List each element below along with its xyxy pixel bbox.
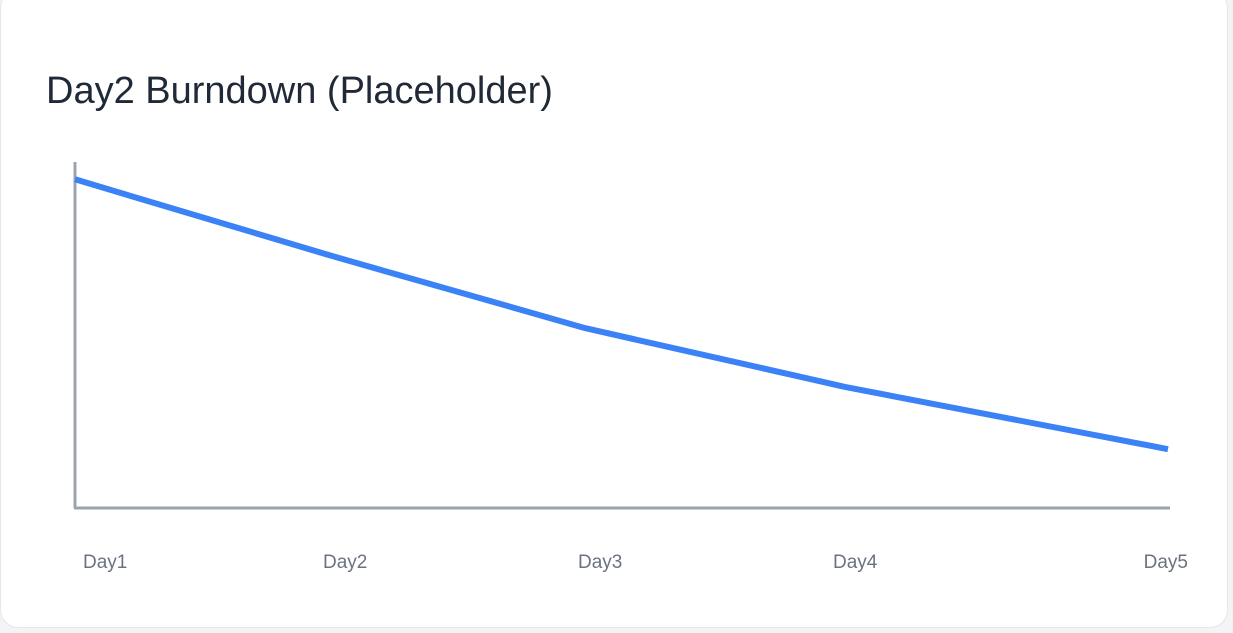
chart-title: Day2 Burndown (Placeholder): [46, 70, 553, 112]
x-tick-label: Day5: [1144, 552, 1188, 573]
data-line: [74, 176, 1169, 453]
x-tick-label: Day3: [578, 552, 622, 573]
x-tick-label: Day1: [83, 552, 127, 573]
x-tick-label: Day4: [833, 552, 878, 573]
x-tick-label: Day2: [323, 552, 367, 573]
